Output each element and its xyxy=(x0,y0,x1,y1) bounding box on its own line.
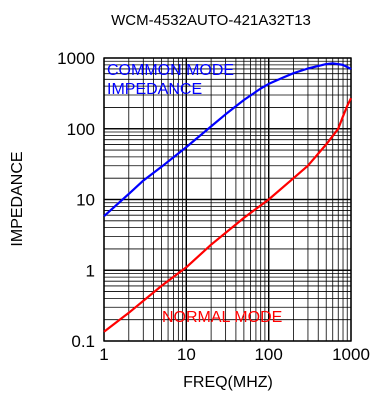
series-annotations: COMMON MODE IMPEDANCE NORMAL MODE xyxy=(107,62,282,326)
y-axis-label: IMPEDANCE xyxy=(9,151,26,246)
x-tick-labels: 1 10 100 1000 xyxy=(99,345,370,364)
series-line-common-mode xyxy=(103,62,352,218)
series-label-common-mode: COMMON MODE xyxy=(107,62,234,79)
series-lines xyxy=(103,62,352,333)
y-tick-label: 0.1 xyxy=(71,332,95,351)
y-tick-label: 10 xyxy=(76,191,95,210)
chart-title: WCM-4532AUTO-421A32T13 xyxy=(111,12,311,29)
y-tick-labels: 0.1 1 10 100 1000 xyxy=(57,49,95,351)
x-tick-label: 1000 xyxy=(332,345,370,364)
series-line-normal-mode xyxy=(103,97,352,333)
x-axis-label: FREQ(MHZ) xyxy=(183,374,273,391)
x-tick-label: 100 xyxy=(254,345,282,364)
grid xyxy=(103,57,352,342)
y-tick-label: 1 xyxy=(86,261,95,280)
series-label-common-mode: IMPEDANCE xyxy=(107,81,202,98)
x-tick-label: 10 xyxy=(177,345,196,364)
x-tick-label: 1 xyxy=(99,345,108,364)
y-tick-label: 1000 xyxy=(57,49,95,68)
y-tick-label: 100 xyxy=(67,120,95,139)
series-label-normal-mode: NORMAL MODE xyxy=(162,309,282,326)
plot-frame xyxy=(103,57,352,342)
